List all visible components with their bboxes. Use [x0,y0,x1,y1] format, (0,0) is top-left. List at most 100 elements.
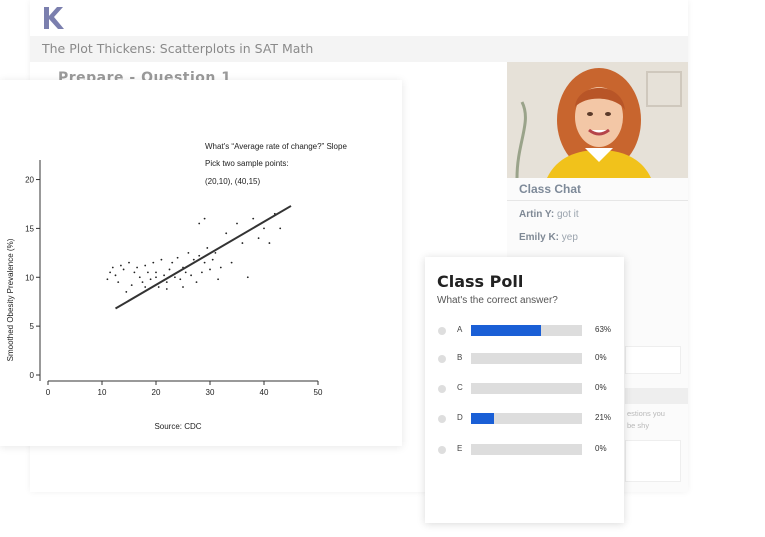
scatter-point [182,286,184,288]
poll-option-e[interactable]: E 0% [425,443,624,457]
result-bar [471,444,582,455]
scatter-point [160,258,163,261]
result-percent: 0% [595,383,607,392]
chat-hint-line: be shy [627,421,650,430]
scatter-point [217,278,220,281]
result-bar [471,353,582,364]
radio-button[interactable] [438,385,446,393]
chat-hint-line: estions you [627,409,665,418]
chat-username: Artin Y: [519,209,555,220]
scatter-point [201,271,203,274]
poll-option-c[interactable]: C 0% [425,382,624,396]
scatter-point [179,278,182,281]
scatter-point [174,276,176,279]
chat-message: Artin Y: got it [519,209,579,220]
radio-button[interactable] [438,446,446,454]
scatterplot-card: What's “Average rate of change?” Slope P… [0,80,402,446]
scatter-point [219,266,222,269]
scatter-point [187,251,190,254]
result-bar [471,413,582,424]
chat-title: Class Chat [519,182,582,196]
scatter-point [149,278,152,281]
scatter-point [155,276,157,279]
scatter-point [209,268,211,271]
chat-hint: estions you be shy [627,408,665,432]
y-tick-label: 20 [25,176,34,185]
lesson-header: The Plot Thickens: Scatterplots in SAT M… [30,36,688,62]
scatter-point [106,278,109,281]
question-input[interactable] [625,440,681,482]
scatter-point [155,271,157,274]
option-letter: C [457,383,463,392]
scatter-point [241,242,244,244]
scatter-point [176,256,179,259]
result-percent: 21% [595,413,612,422]
scatter-point [168,268,171,271]
result-bar [471,325,582,336]
scatter-point [117,281,120,284]
option-letter: B [457,353,463,362]
scatter-point [198,254,201,257]
annotation-line: What's “Average rate of change?” Slope [205,142,347,151]
chat-input[interactable] [625,346,681,374]
y-tick-label: 5 [30,322,35,331]
chat-username: Emily K: [519,232,560,243]
x-tick-label: 30 [206,388,215,397]
result-percent: 0% [595,353,607,362]
scatter-point [225,232,228,235]
result-percent: 0% [595,444,607,453]
scatter-point [130,284,133,286]
x-tick-label: 20 [152,388,161,397]
annotation-line: (20,10), (40,15) [205,177,260,186]
option-letter: E [457,444,463,453]
scatter-point [184,271,187,274]
poll-option-a[interactable]: A 63% [425,324,624,338]
scatter-point [230,261,233,264]
poll-title: Class Poll [437,272,524,291]
scatter-point [147,271,149,274]
chat-section-bar [625,388,688,404]
scatter-point [236,222,238,225]
instructor-video[interactable] [507,62,688,178]
scatter-point [109,271,111,274]
chat-divider [507,200,688,201]
radio-button[interactable] [438,327,446,335]
result-bar-fill [471,325,541,336]
chart-source: Source: CDC [154,422,201,431]
scatterplot-chart: What's “Average rate of change?” Slope P… [6,142,347,431]
scatter-point [263,227,265,230]
radio-button[interactable] [438,355,446,363]
x-tick-label: 40 [260,388,269,397]
result-percent: 63% [595,325,612,334]
scatter-point [141,281,144,284]
chat-text: yep [561,232,578,243]
scatter-point [128,261,130,264]
scatter-point [163,274,166,277]
scatter-point [246,276,249,279]
scatter-point [257,237,260,240]
scatter-point [206,247,209,249]
scatter-point [192,258,195,261]
scatter-point [120,264,122,267]
scatter-point [125,291,128,293]
scatter-point [144,264,147,267]
instructor-avatar [507,62,688,178]
result-bar-fill [471,413,495,424]
scatter-point [252,217,255,220]
scatter-point [165,281,168,284]
scatter-point [214,251,217,254]
scatter-point [138,276,141,279]
y-tick-label: 10 [25,273,34,282]
lesson-title: The Plot Thickens: Scatterplots in SAT M… [42,41,314,56]
scatter-point [198,222,201,225]
scatter-point [279,227,282,230]
option-letter: D [457,413,463,422]
poll-option-b[interactable]: B 0% [425,352,624,366]
radio-button[interactable] [438,415,446,423]
scatter-point [136,266,139,269]
poll-option-d[interactable]: D 21% [425,412,624,426]
scatter-point [171,261,174,264]
poll-question: What's the correct answer? [437,295,558,306]
x-tick-label: 50 [314,388,323,397]
y-tick-label: 15 [25,224,34,233]
